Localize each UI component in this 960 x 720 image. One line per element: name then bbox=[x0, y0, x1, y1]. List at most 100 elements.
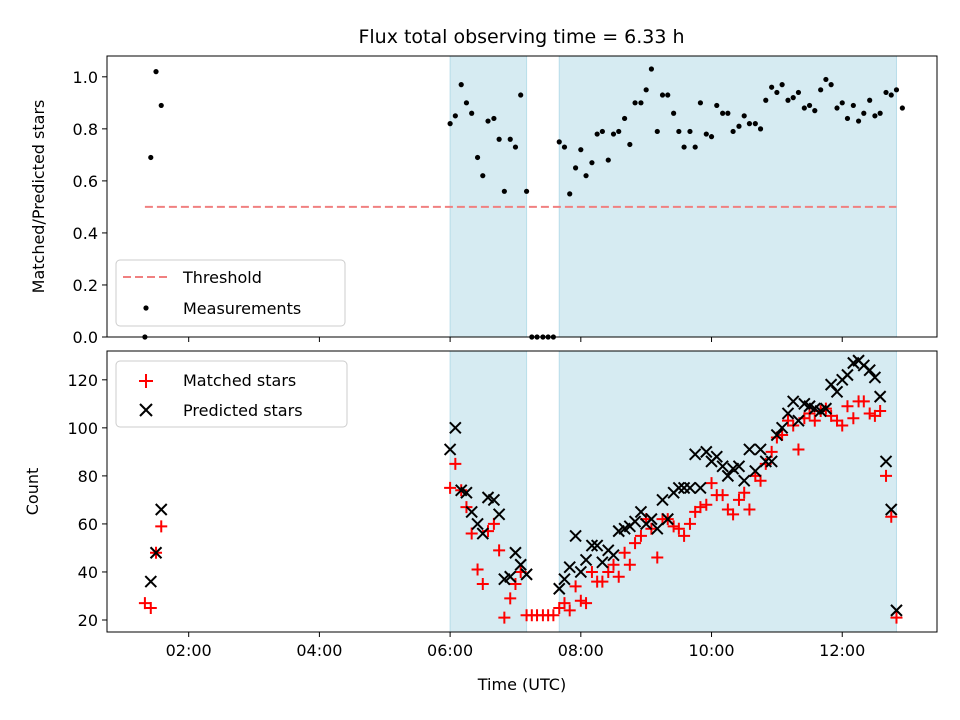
measurement-point bbox=[801, 105, 807, 111]
matched-star-marker bbox=[716, 489, 729, 502]
measurement-point bbox=[746, 121, 753, 127]
measurement-point bbox=[507, 136, 513, 142]
measurement-point bbox=[757, 126, 764, 132]
measurement-point bbox=[823, 76, 829, 83]
x-tick-label: 04:00 bbox=[296, 641, 342, 660]
predicted-star-marker bbox=[737, 474, 751, 487]
predicted-star-marker bbox=[721, 469, 735, 483]
predicted-star-marker bbox=[558, 572, 571, 586]
matched-star-marker bbox=[444, 481, 457, 494]
measurement-point bbox=[703, 131, 709, 137]
measurement-point bbox=[779, 82, 785, 88]
measurement-point bbox=[148, 154, 154, 161]
predicted-star-marker bbox=[645, 512, 658, 526]
predicted-star-marker bbox=[672, 481, 686, 495]
measurement-point bbox=[556, 139, 562, 145]
predicted-star-marker bbox=[759, 455, 772, 468]
measurement-point bbox=[447, 121, 453, 127]
measurement-point bbox=[654, 128, 660, 135]
matched-star-marker bbox=[471, 563, 484, 576]
measurement-point bbox=[632, 100, 638, 106]
predicted-star-marker bbox=[504, 570, 517, 583]
predicted-star-marker bbox=[754, 443, 767, 456]
measurement-point bbox=[692, 144, 698, 150]
measurement-point bbox=[463, 100, 470, 106]
predicted-star-marker bbox=[775, 421, 789, 435]
predicted-star-marker bbox=[520, 568, 533, 581]
matched-star-marker bbox=[618, 546, 631, 559]
measurement-point bbox=[839, 100, 845, 106]
measurement-point bbox=[725, 110, 731, 116]
top-legend-box bbox=[115, 259, 346, 327]
predicted-legend-handle bbox=[139, 403, 153, 417]
predicted-star-marker bbox=[743, 443, 756, 456]
predicted-star-marker bbox=[460, 486, 473, 499]
measurement-point bbox=[828, 82, 834, 88]
predicted-star-marker bbox=[781, 407, 795, 420]
measurement-point bbox=[834, 105, 840, 111]
top-shaded-intervals bbox=[449, 55, 897, 338]
measurement-point bbox=[877, 110, 883, 116]
predicted-star-marker bbox=[443, 443, 457, 456]
x-tick-label: 06:00 bbox=[427, 641, 473, 660]
predicted-star-marker bbox=[765, 455, 778, 468]
predicted-star-marker bbox=[579, 553, 593, 567]
measurement-point bbox=[567, 191, 573, 197]
matched-star-marker bbox=[509, 577, 522, 590]
measurement-point bbox=[720, 110, 726, 116]
measurement-point bbox=[681, 144, 687, 150]
measurement-point bbox=[491, 115, 497, 122]
measurement-point bbox=[893, 87, 900, 93]
measurement-point bbox=[501, 188, 507, 194]
matched-star-marker bbox=[836, 419, 849, 432]
matched-star-marker bbox=[629, 537, 642, 550]
bottom-legend-box bbox=[115, 360, 348, 428]
predicted-star-marker bbox=[651, 522, 664, 535]
measurement-point bbox=[643, 87, 649, 93]
measurement-point bbox=[844, 115, 851, 122]
x-tick-label: 10:00 bbox=[688, 641, 734, 660]
matched-star-marker bbox=[596, 575, 609, 588]
predicted-star-marker bbox=[449, 421, 462, 435]
measurement-point bbox=[458, 82, 464, 88]
measurement-point bbox=[469, 110, 475, 116]
measurement-point bbox=[452, 113, 458, 119]
measurement-point bbox=[627, 141, 633, 148]
predicted-star-marker bbox=[787, 395, 800, 408]
matched-star-marker bbox=[155, 520, 168, 533]
measurement-point bbox=[616, 128, 622, 135]
measurement-point bbox=[806, 102, 813, 109]
measurement-point bbox=[872, 113, 878, 119]
matched-star-marker bbox=[863, 407, 876, 420]
matched-star-marker bbox=[563, 604, 576, 617]
predicted-star-marker bbox=[476, 527, 489, 540]
measurement-point bbox=[855, 118, 862, 124]
measurement-point bbox=[496, 136, 502, 142]
predicted-star-marker bbox=[879, 455, 893, 468]
matched-star-marker bbox=[857, 395, 870, 408]
measurement-point bbox=[561, 144, 568, 150]
predicted-star-marker bbox=[819, 402, 833, 415]
matched-star-marker bbox=[743, 503, 756, 516]
matched-star-marker bbox=[623, 558, 636, 571]
predicted-star-marker bbox=[144, 575, 157, 588]
predicted-star-marker bbox=[563, 560, 576, 574]
measurement-point bbox=[812, 108, 818, 114]
measurement-point bbox=[818, 87, 824, 93]
measurement-point bbox=[883, 89, 889, 96]
top-x-ticks bbox=[188, 337, 843, 342]
matched-star-marker bbox=[738, 486, 751, 499]
measurements-legend-label: Measurements bbox=[183, 299, 301, 318]
y-tick-label: 0.0 bbox=[73, 328, 98, 347]
y-tick-label: 0.2 bbox=[73, 276, 98, 295]
matched-star-marker bbox=[705, 477, 718, 490]
top-y-axis-label: Matched/Predicted stars bbox=[29, 100, 48, 294]
matched-star-marker bbox=[574, 594, 587, 607]
measurement-points bbox=[142, 66, 905, 340]
measurement-point bbox=[736, 123, 742, 129]
matched-star-marker bbox=[493, 544, 506, 557]
y-tick-label: 20 bbox=[78, 611, 98, 630]
matched-star-marker bbox=[847, 412, 860, 425]
measurement-point bbox=[605, 157, 611, 163]
